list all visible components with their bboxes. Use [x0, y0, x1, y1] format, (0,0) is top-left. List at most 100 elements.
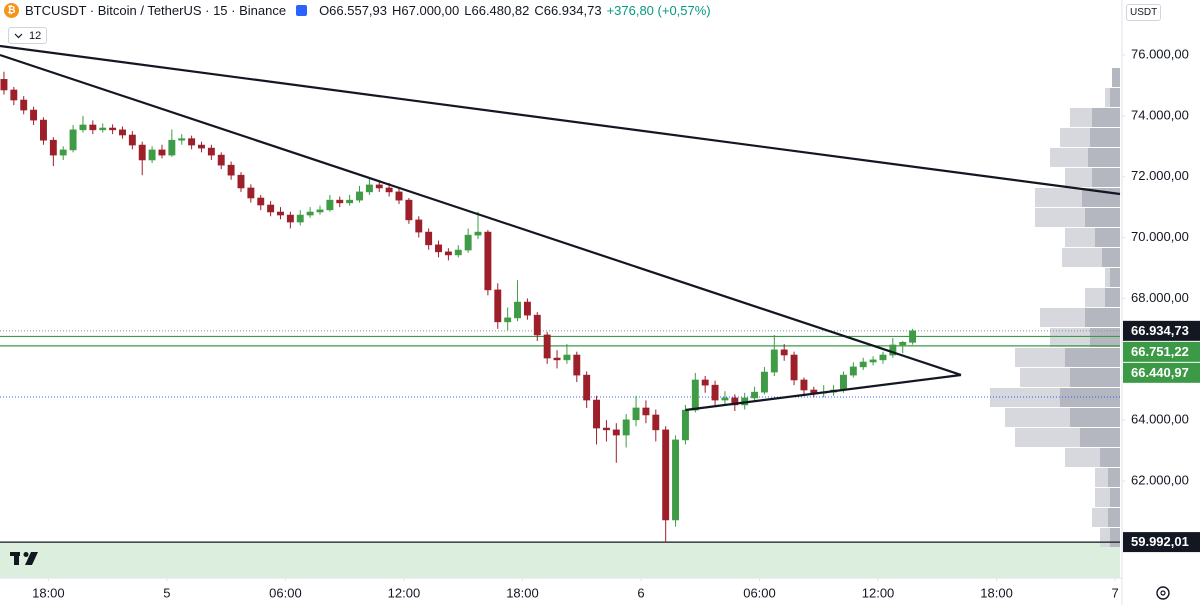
candle-body — [0, 79, 8, 91]
price-tag — [1123, 320, 1200, 341]
candle-body — [237, 174, 245, 189]
candle-body — [306, 211, 314, 216]
candle-body — [632, 407, 640, 421]
settings-icon[interactable] — [1156, 586, 1170, 600]
candle-body — [346, 199, 354, 204]
trendline — [685, 373, 962, 412]
candle-body — [464, 234, 472, 251]
volume-row-dark — [1070, 407, 1120, 427]
x-tick-label: 5 — [163, 585, 170, 600]
candle-body — [217, 154, 225, 166]
candle-body — [691, 379, 699, 411]
gear-center — [1160, 590, 1166, 596]
gear — [1156, 586, 1170, 600]
y-tick-label: 62.000,00 — [1131, 472, 1189, 487]
volume-row-dark — [1065, 347, 1120, 367]
volume-row-dark — [1088, 147, 1120, 167]
candle-body — [188, 138, 196, 146]
candle-body — [859, 361, 867, 368]
candle-body — [444, 251, 452, 256]
symbol-title[interactable]: BTCUSDT · Bitcoin / TetherUS · 15 · Bina… — [25, 3, 287, 18]
symbol-header: ₿ BTCUSDT · Bitcoin / TetherUS · 15 · Bi… — [4, 3, 716, 18]
candle-body — [790, 354, 798, 381]
volume-row-dark — [1092, 107, 1120, 127]
candle-body — [168, 139, 176, 156]
candle-body — [49, 139, 57, 156]
y-tick-label: 70.000,00 — [1131, 229, 1189, 244]
y-tick-label: 76.000,00 — [1131, 46, 1189, 61]
candle-body — [425, 231, 433, 246]
support-zone — [0, 542, 1120, 578]
candle-body — [839, 374, 847, 391]
candle-body — [316, 209, 324, 213]
candle-body — [494, 289, 502, 323]
plot-area — [0, 44, 1121, 578]
candle-body — [39, 119, 47, 141]
candle-body — [435, 244, 442, 253]
currency-label[interactable]: USDT — [1126, 4, 1162, 21]
x-tick-label: 06:00 — [269, 585, 302, 600]
y-tick-label: 72.000,00 — [1131, 168, 1189, 183]
candle-body — [889, 344, 897, 356]
x-tick-label: 18:00 — [32, 585, 65, 600]
candle-body — [415, 219, 423, 233]
legend-value: C66.934,73 — [534, 3, 602, 18]
logo-part — [25, 552, 38, 565]
candle-body — [731, 397, 739, 406]
coin-icon: ₿ — [4, 3, 19, 18]
candle-body — [760, 371, 768, 393]
candle-body — [721, 397, 729, 401]
candle-body — [780, 349, 788, 356]
candle-body — [523, 301, 531, 316]
volume-row-dark — [1105, 287, 1120, 307]
y-tick-label: 64.000,00 — [1131, 412, 1189, 427]
candle-body — [198, 144, 205, 149]
candle-body — [879, 354, 887, 361]
x-tick-label: 18:00 — [980, 585, 1013, 600]
x-tick-label: 18:00 — [506, 585, 539, 600]
indicator-toggle[interactable]: 12 — [8, 27, 48, 44]
candle-body — [138, 144, 146, 161]
y-tick-label: 68.000,00 — [1131, 290, 1189, 305]
x-tick-label: 6 — [637, 585, 644, 600]
candle-body — [484, 231, 492, 291]
candle-body — [148, 149, 156, 161]
candle-body — [533, 314, 541, 336]
volume-row-dark — [1110, 267, 1120, 287]
volume-row-dark — [1090, 127, 1120, 147]
candle-body — [514, 301, 521, 319]
candle-body — [899, 341, 907, 346]
volume-row-dark — [1112, 67, 1120, 87]
candle-body — [652, 414, 660, 431]
volume-row-dark — [1108, 467, 1120, 487]
trendline — [0, 53, 962, 377]
candle-body — [286, 214, 294, 223]
candle-body — [109, 127, 117, 131]
candle-body — [10, 89, 18, 101]
candle-body — [602, 427, 610, 431]
x-tick-label: 12:00 — [388, 585, 421, 600]
candle-body — [583, 374, 591, 401]
y-tick-label: 74.000,00 — [1131, 107, 1189, 122]
candle-body — [267, 204, 275, 213]
exchange-flag — [296, 5, 308, 16]
candle-body — [99, 127, 107, 131]
candle-body — [909, 330, 917, 343]
price-tag — [1123, 532, 1200, 553]
candle-body — [849, 366, 857, 376]
candle-body — [612, 429, 620, 436]
candle-body — [395, 191, 403, 201]
logo-part — [14, 552, 19, 565]
legend-value: +376,80 (+0,57%) — [606, 3, 711, 18]
legend-value: O66.557,93 — [319, 3, 388, 18]
price-tag-label: 66.934,73 — [1131, 323, 1189, 338]
price-tag — [1123, 341, 1200, 362]
candle-body — [573, 354, 581, 376]
candle-body — [227, 164, 235, 176]
candle-body — [69, 129, 77, 151]
volume-row-dark — [1090, 327, 1120, 347]
candle-body — [247, 187, 255, 199]
